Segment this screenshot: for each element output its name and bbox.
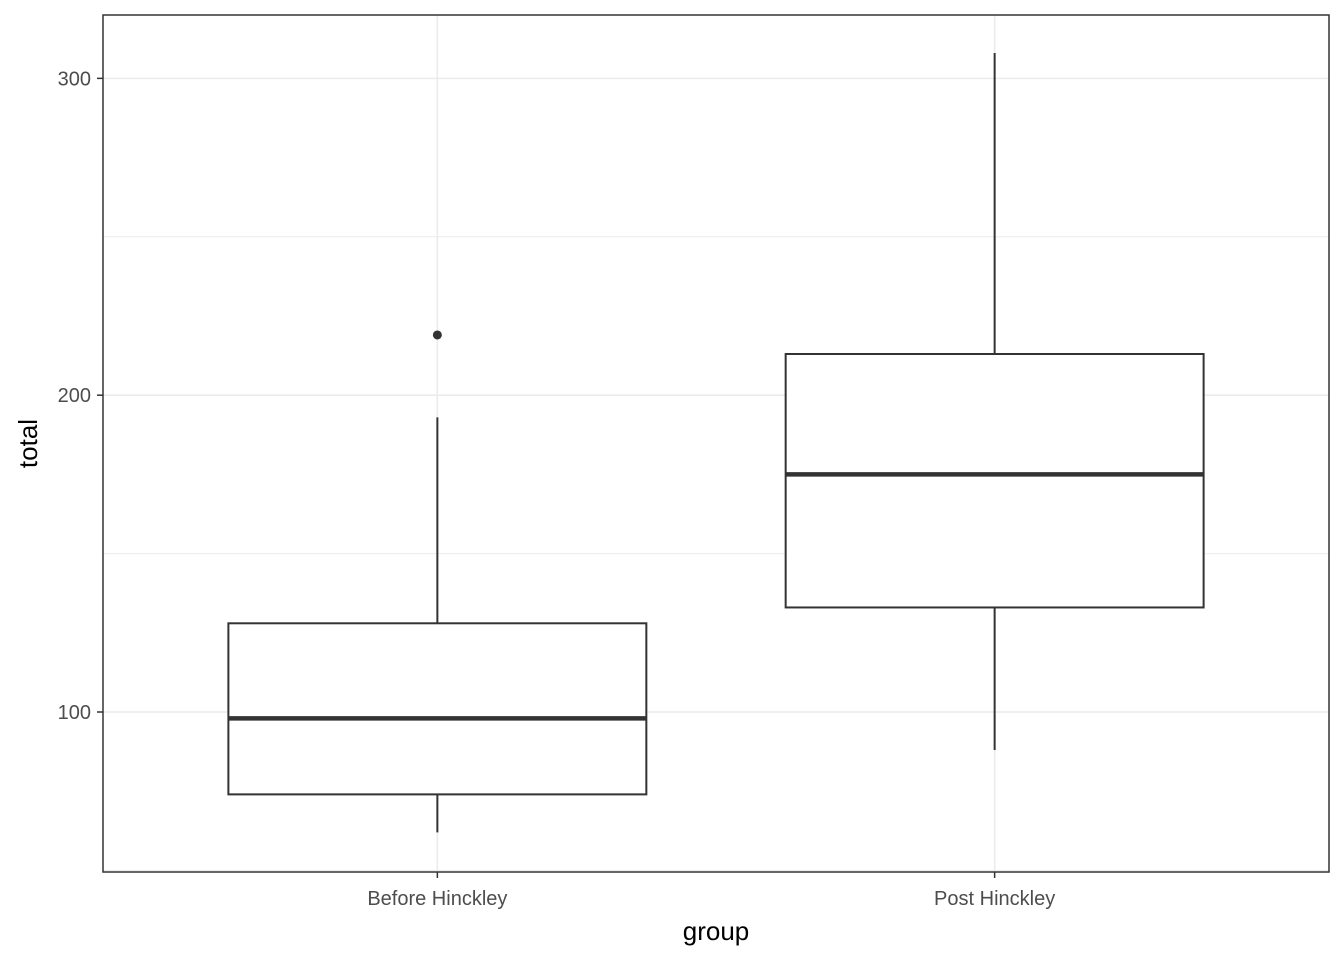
box-iqr <box>227 622 648 796</box>
y-axis-title: total <box>13 419 43 468</box>
y-tick-label: 100 <box>58 702 91 724</box>
outlier-point <box>432 330 442 340</box>
y-tick-label: 200 <box>58 385 91 407</box>
x-tick-label: Before Hinckley <box>367 888 507 910</box>
box-iqr <box>784 352 1205 609</box>
axis-ticks: 100 200 300 Before Hinckley Post Hinckley <box>58 68 1056 910</box>
x-tick-label: Post Hinckley <box>934 888 1055 910</box>
boxes <box>227 53 1205 833</box>
panel-border <box>102 14 1330 873</box>
box-1 <box>784 53 1205 751</box>
box-0 <box>227 330 648 833</box>
y-tick-label: 300 <box>58 68 91 90</box>
x-axis-title: group <box>683 916 750 946</box>
